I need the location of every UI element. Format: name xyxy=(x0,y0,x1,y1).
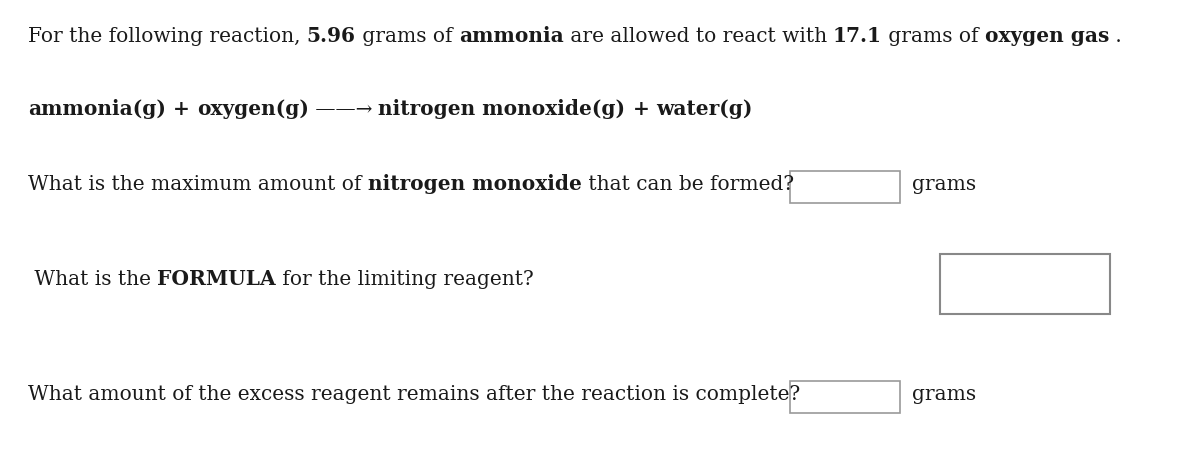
Text: 17.1: 17.1 xyxy=(833,26,882,46)
Text: oxygen(g): oxygen(g) xyxy=(197,99,308,119)
Text: 5.96: 5.96 xyxy=(307,26,356,46)
Text: water(g): water(g) xyxy=(656,99,752,119)
Text: grams of: grams of xyxy=(882,27,985,46)
Text: grams: grams xyxy=(912,175,976,193)
Text: oxygen gas: oxygen gas xyxy=(985,26,1109,46)
Text: What is the: What is the xyxy=(28,269,157,288)
Text: For the following reaction,: For the following reaction, xyxy=(28,27,307,46)
Text: +: + xyxy=(625,99,656,119)
Text: for the limiting reagent?: for the limiting reagent? xyxy=(276,269,534,288)
Text: +: + xyxy=(166,99,197,119)
Bar xyxy=(790,172,900,203)
Text: ——→: ——→ xyxy=(308,100,378,119)
Text: What is the maximum amount of: What is the maximum amount of xyxy=(28,175,367,193)
Bar xyxy=(940,254,1110,314)
Text: nitrogen monoxide(g): nitrogen monoxide(g) xyxy=(378,99,625,119)
Text: What amount of the excess reagent remains after the reaction is complete?: What amount of the excess reagent remain… xyxy=(28,384,800,403)
Text: grams: grams xyxy=(912,384,976,403)
Bar xyxy=(790,381,900,413)
Text: ammonia(g): ammonia(g) xyxy=(28,99,166,119)
Text: are allowed to react with: are allowed to react with xyxy=(564,27,833,46)
Text: FORMULA: FORMULA xyxy=(157,268,276,288)
Text: nitrogen monoxide: nitrogen monoxide xyxy=(367,174,582,193)
Text: that can be formed?: that can be formed? xyxy=(582,175,793,193)
Text: ammonia: ammonia xyxy=(458,26,564,46)
Text: .: . xyxy=(1109,27,1122,46)
Text: grams of: grams of xyxy=(356,27,458,46)
